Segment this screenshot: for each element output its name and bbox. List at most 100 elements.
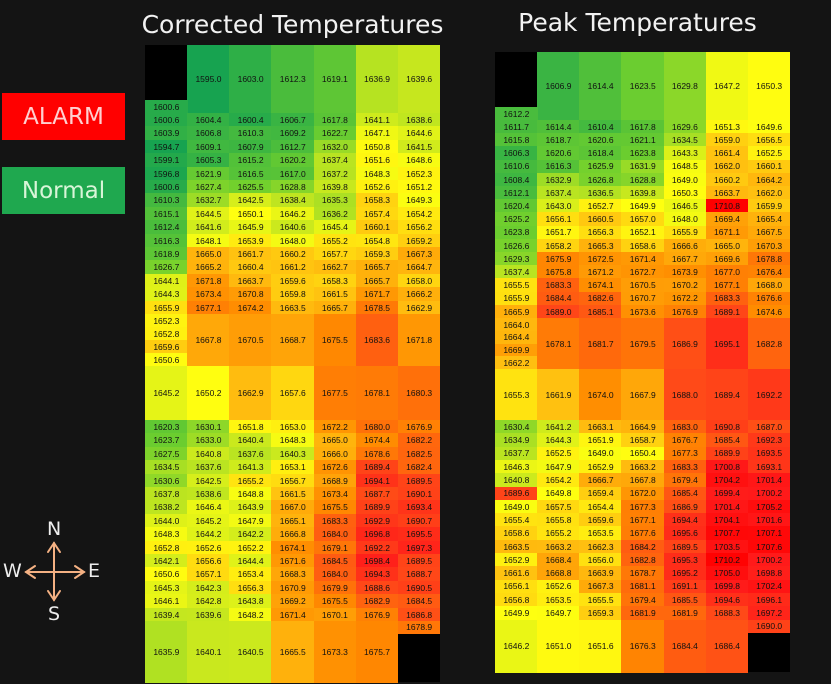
temperature-cell: 1628.8	[621, 172, 665, 187]
temperature-cell: 1657.4	[355, 206, 399, 221]
temperature-cell: 1659.3	[355, 247, 399, 261]
temperature-cell: 1655.3	[495, 369, 538, 421]
temperature-cell: 1659.6	[145, 340, 188, 354]
temperature-cell: 1647.9	[229, 513, 272, 528]
temperature-cell: 1656.8	[495, 592, 538, 607]
temperature-cell: 1667.3	[397, 247, 441, 261]
temperature-cell: 1628.8	[271, 180, 315, 194]
temperature-cell: 1644.6	[397, 126, 441, 141]
temperature-cell: 1677.6	[621, 526, 665, 541]
temperature-cell: 1659.6	[271, 273, 315, 288]
temperature-cell: 1702.4	[747, 579, 791, 594]
temperature-cell: 1649.7	[537, 606, 580, 620]
temperature-cell: 1661.9	[537, 369, 580, 421]
temperature-cell: 1652.3	[145, 314, 188, 328]
temperature-cell: 1651.9	[579, 433, 622, 448]
temperature-cell: 1653.5	[579, 526, 622, 541]
temperature-cell: 1594.7	[145, 139, 188, 154]
temperature-cell: 1640.1	[187, 621, 230, 683]
temperature-cell: 1695.1	[705, 318, 749, 370]
temperature-cell: 1692.3	[747, 433, 791, 448]
temperature-cell: 1618.9	[145, 247, 188, 261]
temperature-cell: 1695.3	[663, 553, 707, 567]
temperature-cell: 1652.5	[747, 146, 791, 161]
temperature-cell: 1669.2	[271, 594, 315, 609]
temperature-cell: 1668.3	[271, 567, 315, 582]
temperature-cell: 1644.2	[187, 527, 230, 542]
temperature-cell: 1695.6	[663, 526, 707, 541]
temperature-cell: 1682.6	[579, 291, 622, 306]
temperature-cell: 1639.6	[187, 607, 230, 622]
temperature-cell: 1605.3	[187, 153, 230, 168]
temperature-cell: 1668.9	[313, 473, 357, 488]
temperature-cell: 1607.9	[229, 139, 272, 154]
temperature-cell: 1666.2	[397, 287, 441, 302]
temperature-cell: 1652.5	[537, 446, 580, 461]
temperature-cell: 1646.3	[495, 459, 538, 474]
temperature-cell: 1677.1	[621, 513, 665, 527]
temperature-cell: 1655.9	[495, 291, 538, 306]
temperature-cell: 1637.4	[313, 153, 357, 168]
temperature-cell: 1686.4	[705, 619, 749, 673]
temperature-cell: 1682.8	[747, 318, 791, 370]
temperature-cell: 1689.0	[537, 304, 580, 319]
temperature-cell: 1620.6	[537, 146, 580, 161]
temperature-cell: 1640.6	[271, 220, 315, 235]
temperature-cell: 1664.7	[397, 260, 441, 275]
temperature-cell: 1689.5	[397, 554, 441, 568]
temperature-cell: 1667.7	[663, 252, 707, 266]
temperature-cell: 1655.5	[495, 278, 538, 293]
temperature-cell: 1678.8	[747, 252, 791, 266]
temperature-cell: 1642.3	[187, 580, 230, 595]
temperature-cell: 1697.3	[397, 540, 441, 555]
temperature-cell: 1671.8	[187, 273, 230, 288]
temperature-cell: 1667.3	[579, 579, 622, 594]
temperature-cell: 1687.7	[355, 487, 399, 501]
temperature-cell: 1684.5	[397, 594, 441, 609]
temperature-cell: 1612.1	[495, 186, 538, 200]
temperature-cell: 1660.2	[705, 172, 749, 187]
north-label: N	[47, 518, 62, 540]
temperature-cell: 1666.8	[271, 527, 315, 542]
temperature-cell: 1677.3	[621, 499, 665, 514]
temperature-cell: 1662.9	[229, 366, 272, 421]
temperature-cell: 1667.8	[621, 473, 665, 487]
temperature-cell: 1600.6	[145, 180, 188, 194]
temperature-cell: 1686.9	[663, 318, 707, 370]
temperature-cell: 1669.6	[705, 252, 749, 266]
temperature-cell: 1667.0	[271, 500, 315, 515]
temperature-cell: 1651.0	[537, 619, 580, 673]
temperature-cell: 1671.1	[705, 225, 749, 240]
temperature-cell: 1659.3	[579, 606, 622, 620]
temperature-cell: 1629.3	[495, 252, 538, 266]
temperature-cell: 1665.0	[705, 238, 749, 253]
temperature-cell: 1672.0	[621, 486, 665, 501]
temperature-cell: 1685.4	[705, 433, 749, 448]
temperature-cell: 1648.5	[663, 159, 707, 174]
temperature-cell: 1638.2	[145, 500, 188, 515]
peak-temperatures-title: Peak Temperatures	[518, 8, 757, 37]
temperature-cell: 1637.6	[187, 460, 230, 475]
temperature-cell: 1674.2	[229, 300, 272, 315]
temperature-cell: 1674.6	[747, 304, 791, 319]
temperature-cell: 1645.9	[229, 220, 272, 235]
temperature-cell: 1618.4	[579, 146, 622, 161]
temperature-cell: 1684.2	[621, 539, 665, 554]
temperature-cell: 1675.5	[313, 314, 357, 367]
temperature-cell: 1686.8	[397, 607, 441, 622]
temperature-cell: 1652.8	[145, 327, 188, 341]
temperature-cell: 1637.7	[495, 446, 538, 461]
temperature-cell: 1616.3	[537, 159, 580, 174]
temperature-cell: 1681.7	[579, 318, 622, 370]
temperature-cell: 1639.8	[313, 180, 357, 194]
temperature-cell: 1660.4	[229, 260, 272, 275]
temperature-cell: 1642.1	[145, 554, 188, 568]
temperature-cell: 1658.3	[313, 273, 357, 288]
temperature-cell: 1625.2	[495, 212, 538, 227]
temperature-cell: 1683.3	[313, 513, 357, 528]
temperature-cell: 1676.7	[663, 433, 707, 448]
temperature-cell: 1658.2	[537, 238, 580, 253]
temperature-cell: 1701.4	[747, 473, 791, 487]
temperature-cell: 1705.0	[705, 566, 749, 581]
temperature-cell: 1655.4	[495, 513, 538, 527]
